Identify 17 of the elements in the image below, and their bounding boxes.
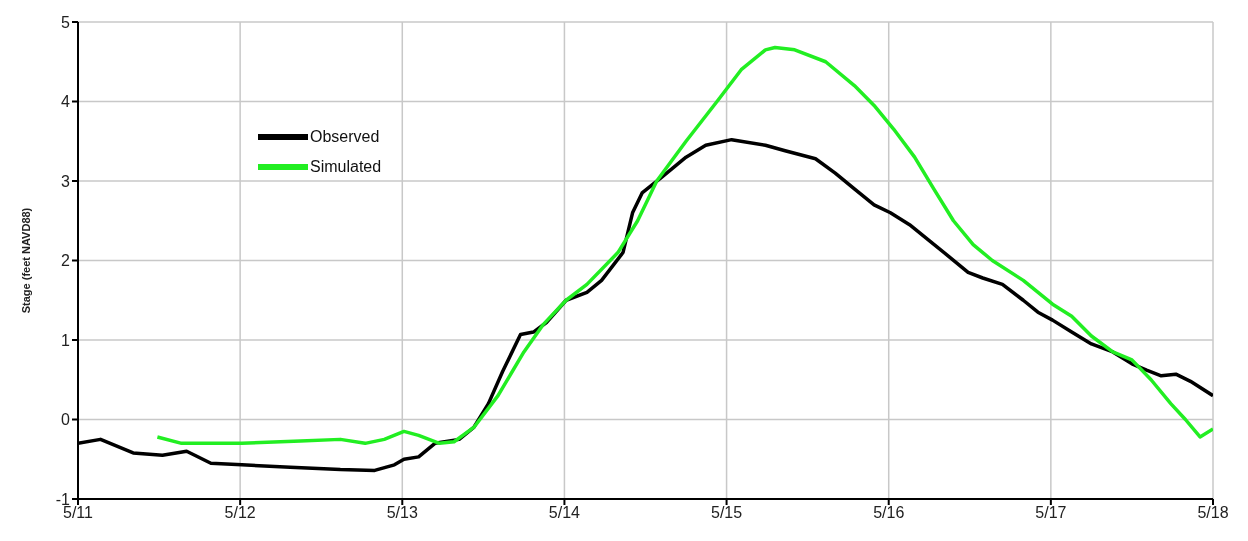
- y-tick-label: 5: [61, 13, 71, 31]
- y-tick-label: 0: [61, 411, 71, 429]
- legend-label: Observed: [310, 128, 380, 146]
- legend-label: Simulated: [310, 158, 382, 176]
- x-tick-label: 5/16: [873, 504, 905, 522]
- x-tick-label: 5/18: [1197, 504, 1229, 522]
- y-axis-title: Stage (feet NAVD88): [19, 207, 32, 314]
- x-tick-label: 5/11: [63, 504, 94, 522]
- y-tick-label: 1: [61, 331, 71, 349]
- x-tick-label: 5/13: [386, 504, 418, 522]
- y-tick-label: 3: [61, 172, 71, 190]
- x-tick-label: 5/14: [548, 504, 581, 522]
- y-tick-label: 2: [61, 252, 71, 270]
- y-tick-label: 4: [61, 93, 71, 111]
- x-tick-label: 5/12: [224, 504, 256, 522]
- x-tick-label: 5/15: [711, 504, 743, 522]
- x-tick-label: 5/17: [1035, 504, 1067, 522]
